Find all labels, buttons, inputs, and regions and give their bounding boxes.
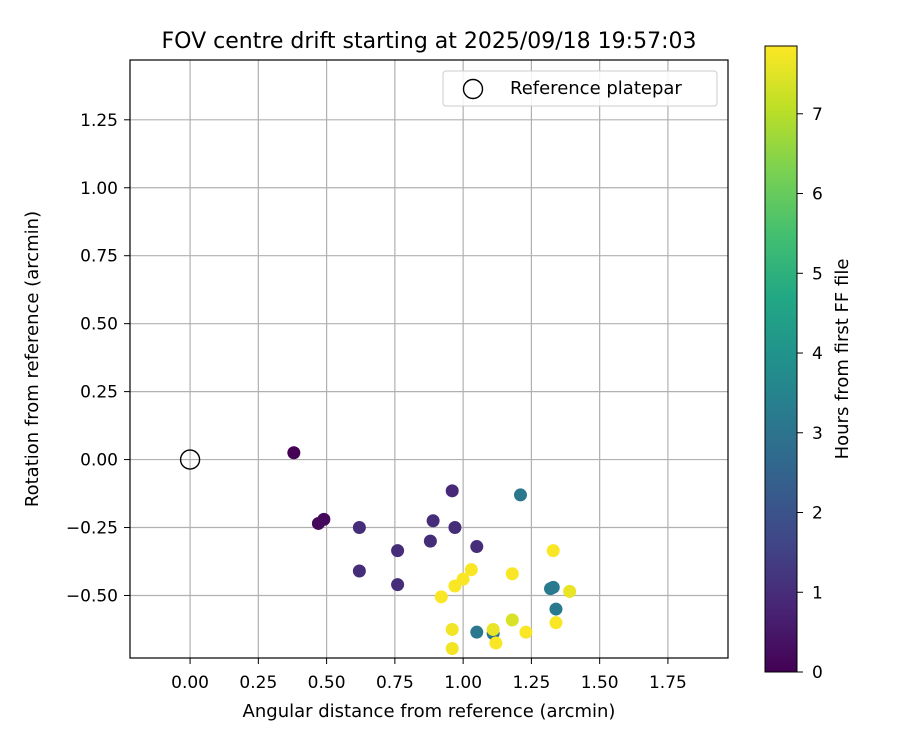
data-point — [470, 540, 484, 554]
data-point — [486, 622, 500, 636]
colorbar-tick-label: 1 — [812, 583, 823, 603]
y-tick-label: −0.50 — [66, 586, 118, 606]
y-axis-label: Rotation from reference (arcmin) — [22, 211, 43, 507]
y-tick-label: −0.25 — [66, 519, 118, 539]
data-point — [549, 616, 563, 630]
legend-entry-label: Reference platepar — [510, 78, 682, 99]
plot-frame — [129, 59, 729, 659]
legend-box — [442, 70, 718, 107]
x-tick-label: 1.25 — [512, 673, 550, 693]
data-point — [505, 613, 519, 627]
data-point — [489, 636, 503, 650]
y-tick-label: 0.25 — [80, 383, 118, 403]
colorbar-tick-label: 3 — [812, 424, 823, 444]
data-point — [563, 584, 577, 598]
data-point — [434, 590, 448, 604]
data-point — [391, 578, 405, 592]
x-axis-label: Angular distance from reference (arcmin) — [243, 701, 616, 722]
data-point — [445, 641, 459, 655]
data-point — [456, 572, 470, 586]
colorbar-label: Hours from first FF file — [832, 259, 853, 460]
data-point — [464, 563, 478, 577]
y-tick-label: 0.75 — [80, 247, 118, 267]
legend-reference-marker — [462, 78, 484, 100]
x-tick-label: 0.50 — [308, 673, 346, 693]
data-point — [470, 625, 484, 639]
data-point — [448, 521, 462, 535]
data-point — [549, 602, 563, 616]
data-points — [287, 446, 577, 655]
colorbar — [764, 45, 798, 673]
data-point — [546, 580, 560, 594]
data-point — [445, 484, 459, 498]
colorbar-ticks: 0 1 2 3 4 5 6 7 — [797, 105, 823, 683]
x-tick-label: 0.00 — [171, 673, 209, 693]
data-point — [287, 446, 301, 460]
data-point — [423, 534, 437, 548]
data-point — [426, 514, 440, 528]
legend: Reference platepar — [442, 70, 718, 107]
x-tick-label: 0.25 — [239, 673, 277, 693]
reference-marker-group — [179, 449, 201, 470]
x-axis-ticks: 0.00 0.25 0.50 0.75 1.00 1.25 1.50 1.75 — [171, 658, 687, 693]
y-tick-label: 0.00 — [80, 451, 118, 471]
data-point — [513, 488, 527, 502]
data-point — [445, 622, 459, 636]
colorbar-tick-label: 7 — [812, 105, 823, 125]
colorbar-tick-label: 5 — [812, 264, 823, 284]
y-tick-label: 1.25 — [80, 111, 118, 131]
x-tick-label: 1.50 — [581, 673, 619, 693]
data-point — [352, 521, 366, 535]
y-tick-label: 1.00 — [80, 179, 118, 199]
data-point — [391, 544, 405, 558]
colorbar-tick-label: 0 — [812, 663, 823, 683]
grid — [130, 60, 728, 658]
colorbar-tick-label: 6 — [812, 185, 823, 205]
data-point — [546, 544, 560, 558]
x-tick-label: 0.75 — [376, 673, 414, 693]
y-tick-label: 0.50 — [80, 315, 118, 335]
chart-title: FOV centre drift starting at 2025/09/18 … — [162, 29, 697, 54]
reference-platepar-marker — [179, 449, 201, 470]
x-tick-label: 1.00 — [444, 673, 482, 693]
colorbar-tick-label: 4 — [812, 344, 823, 364]
y-axis-ticks: −0.50 −0.25 0.00 0.25 0.50 0.75 1.00 1.25 — [66, 111, 130, 606]
data-point — [505, 567, 519, 581]
data-point — [519, 625, 533, 639]
x-tick-label: 1.75 — [649, 673, 687, 693]
data-point — [352, 564, 366, 578]
data-point — [311, 516, 325, 530]
colorbar-tick-label: 2 — [812, 504, 823, 524]
